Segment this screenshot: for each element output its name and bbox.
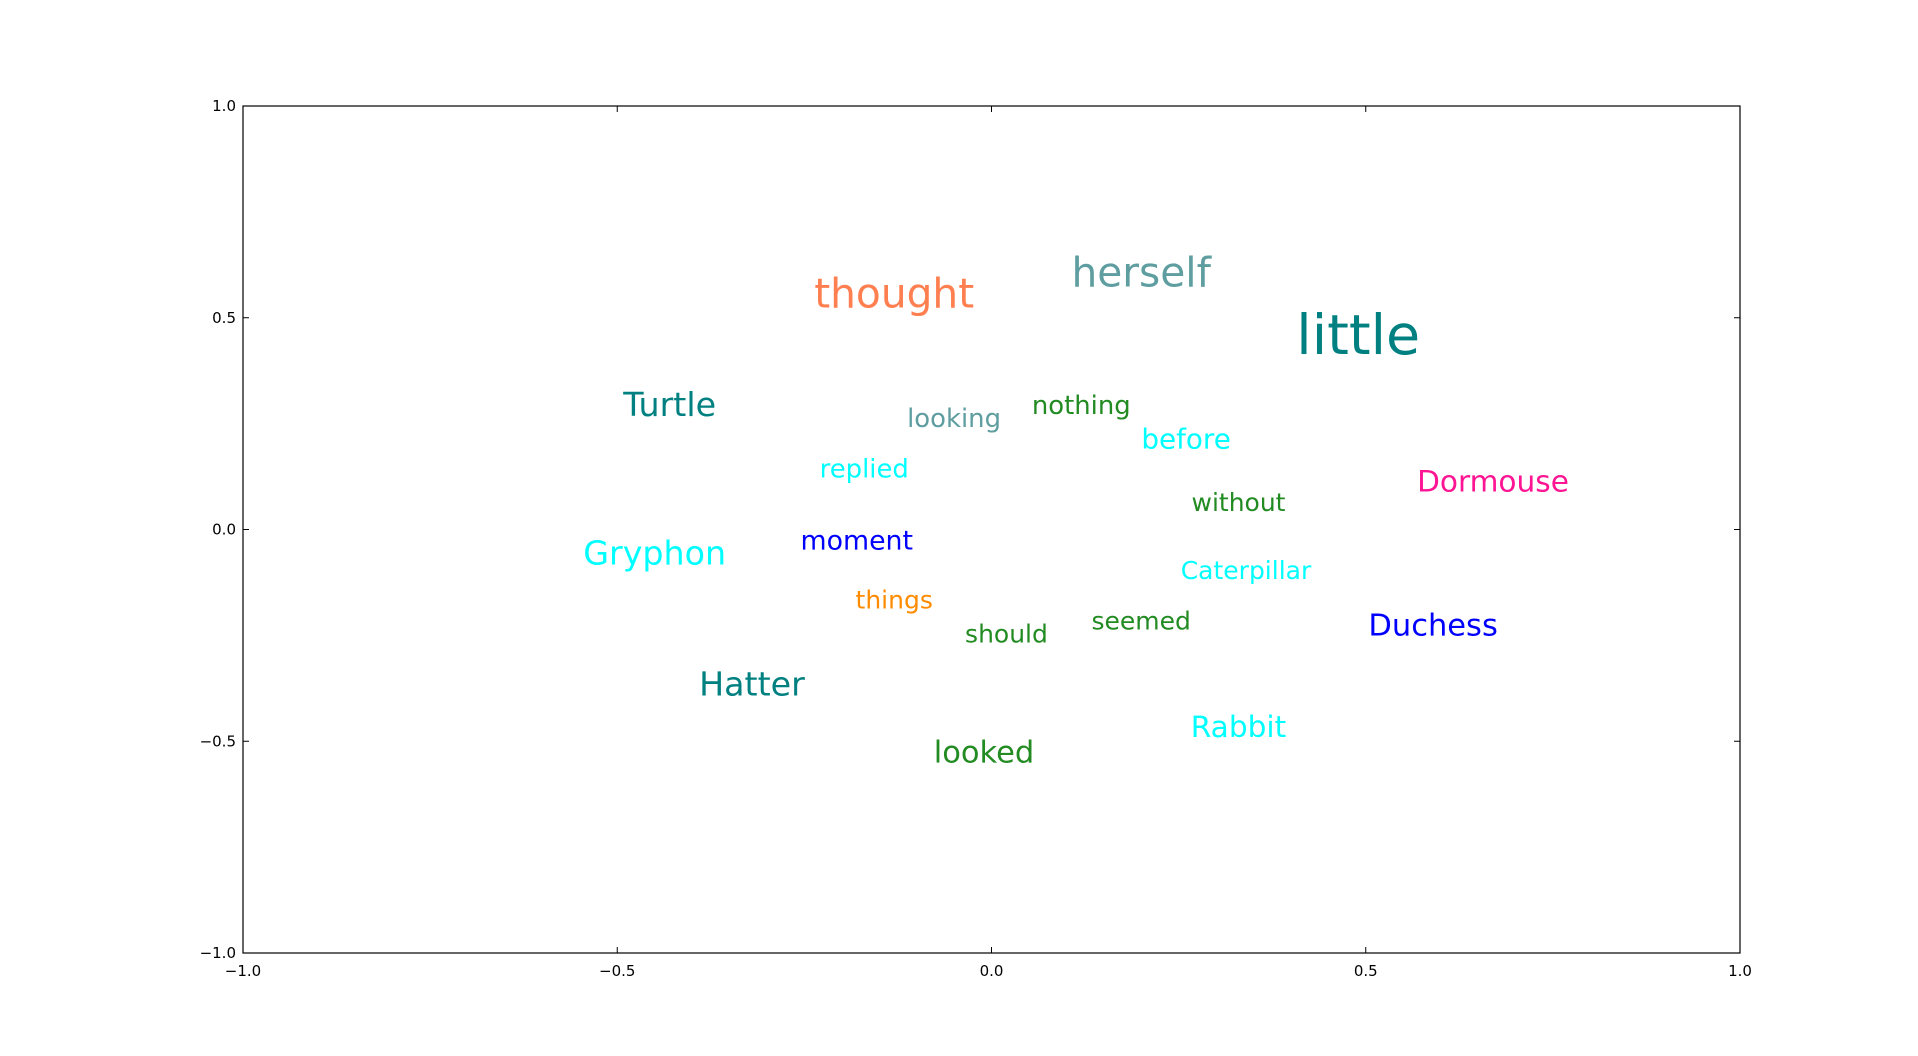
word-point-should: should [965, 619, 1048, 648]
x-tick-label: −0.5 [599, 962, 635, 980]
word-point-moment: moment [800, 526, 913, 557]
word-point-rabbit: Rabbit [1191, 710, 1286, 744]
word-point-seemed: seemed [1092, 607, 1191, 636]
word-point-thought: thought [814, 270, 974, 318]
word-point-herself: herself [1071, 248, 1212, 296]
y-tick-label: 1.0 [212, 97, 236, 115]
y-tick-label: −0.5 [200, 732, 236, 750]
word-point-little: little [1296, 303, 1420, 368]
axes-frame [242, 105, 1741, 954]
word-point-before: before [1141, 423, 1230, 456]
y-tick-label: 0.0 [212, 521, 236, 539]
word-point-dormouse: Dormouse [1417, 464, 1569, 498]
x-tick-label: 0.5 [1354, 962, 1378, 980]
word-point-looking: looking [907, 404, 1001, 434]
word-point-looked: looked [934, 735, 1035, 770]
word-point-without: without [1192, 488, 1286, 517]
x-tick-label: −1.0 [225, 962, 261, 980]
y-tick-label: 0.5 [212, 309, 236, 327]
x-tick-label: 1.0 [1728, 962, 1752, 980]
word-point-gryphon: Gryphon [583, 533, 726, 572]
word-point-nothing: nothing [1032, 391, 1131, 421]
y-tick-label: −1.0 [200, 944, 236, 962]
word-point-things: things [856, 585, 933, 614]
word-point-replied: replied [820, 455, 909, 485]
x-tick-label: 0.0 [980, 962, 1004, 980]
word-point-turtle: Turtle [622, 385, 716, 424]
word-point-caterpillar: Caterpillar [1181, 556, 1312, 585]
word-point-duchess: Duchess [1368, 608, 1497, 643]
word-point-hatter: Hatter [699, 665, 805, 704]
